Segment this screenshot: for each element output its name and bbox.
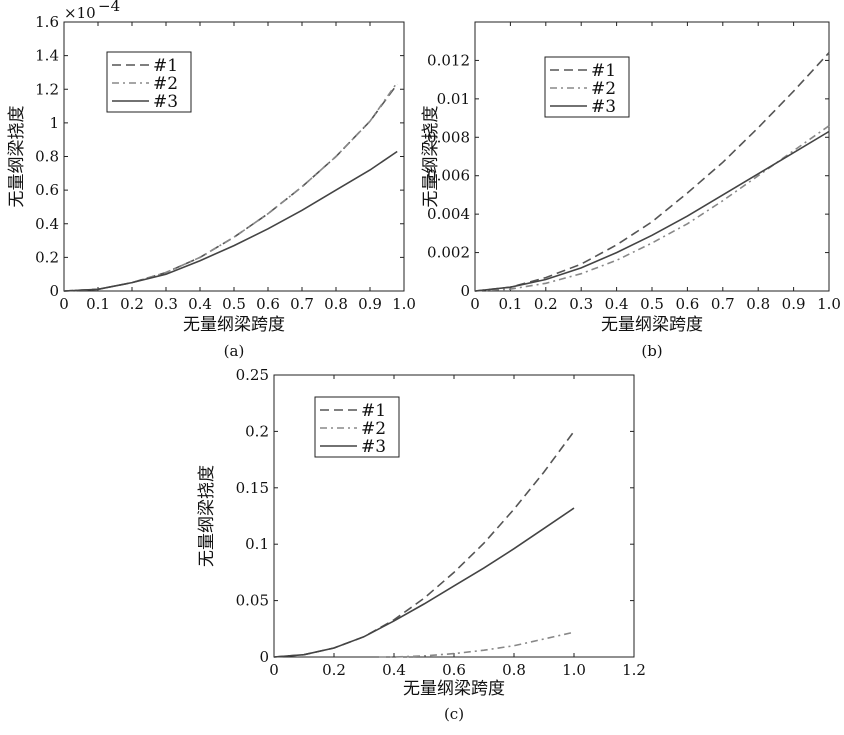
panel-caption: (c) [444,705,464,723]
y-tick-label: 0.004 [427,205,470,223]
x-tick-label: 0.6 [675,295,699,313]
x-tick-label: 0.1 [498,295,522,313]
y-tick-label: 0.008 [427,128,470,146]
series-line-n3 [273,507,575,658]
y-tick-label: 0.4 [35,215,59,233]
x-tick-label: 0.2 [120,295,144,313]
x-tick-label: 0.5 [222,295,246,313]
x-tick-label: 0.3 [569,295,593,313]
x-tick-label: 0.2 [322,661,346,679]
x-tick-label: 0.2 [534,295,558,313]
x-tick-label: 0.6 [442,661,466,679]
y-tick-label: 0.2 [245,422,269,440]
x-tick-label: 0 [470,295,480,313]
legend-label-n2: #2 [361,419,386,439]
series-line-n1 [63,83,398,292]
x-tick-label: 0.4 [382,661,406,679]
x-tick-label: 1.0 [392,295,416,313]
x-tick-label: 0.6 [256,295,280,313]
y-tick-label: 1.4 [35,47,59,65]
y-tick-label: 1.6 [35,13,59,31]
y-tick-label: 0 [49,282,59,300]
legend-label-n3: #3 [591,97,616,117]
x-tick-label: 1.2 [622,661,646,679]
x-axis-title: 无量纲梁跨度 [403,679,505,699]
legend-label-n3: #3 [361,437,386,457]
x-tick-label: 0.9 [358,295,382,313]
chart-panel-c: 0 0.2 0.4 0.6 0.8 1.0 1.2 0 0.05 0.1 0.15 0.2 0.25 无量… [197,366,646,723]
x-tick-label: 0.4 [188,295,212,313]
chart-panel-b: 0 0.1 0.2 0.3 0.4 0.5 0.6 0.7 0.8 0.9 1.0 0 0.002 0.0… [421,21,841,360]
x-tick-label: 0.9 [782,295,806,313]
series-line-n3 [474,130,830,292]
x-tick-label: 0 [269,661,279,679]
x-axis-title: 无量纲梁跨度 [183,315,285,335]
x-tick-label: 0.3 [154,295,178,313]
legend-label-n1: #1 [591,61,616,81]
series-line-n2 [63,82,398,292]
panel-caption: (a) [224,342,245,360]
x-tick-label: 0.4 [605,295,629,313]
y-axis-title: 无量纲梁挠度 [197,465,217,567]
y-tick-label: 0 [259,648,269,666]
series-line-n2 [379,631,575,658]
y-tick-label: 1 [49,114,59,132]
legend-label-n3: #3 [153,92,178,112]
x-axis-title: 无量纲梁跨度 [601,315,703,335]
y-tick-label: 0.25 [236,366,269,384]
series-line-n2 [474,125,830,292]
panel-caption: (b) [641,342,662,360]
x-tick-label: 0 [59,295,69,313]
x-tick-label: 1.0 [562,661,586,679]
y-tick-label: 0.15 [236,479,269,497]
y-tick-label: 0 [460,282,470,300]
y-tick-label: 0.002 [427,244,470,262]
x-tick-label: 0.8 [746,295,770,313]
y-multiplier: ×10 [64,4,96,22]
plot-frame [474,21,830,292]
series-line-n1 [474,52,830,292]
y-tick-label: 0.006 [427,167,470,185]
y-tick-label: 0.01 [437,90,470,108]
legend-label-n2: #2 [153,74,178,94]
y-tick-label: 0.05 [236,592,269,610]
series-line-n1 [273,430,575,658]
legend-label-n1: #1 [361,401,386,421]
legend-box [544,56,630,118]
legend-label-n1: #1 [153,56,178,76]
legend-label-n2: #2 [591,79,616,99]
y-axis-title: 无量纲梁挠度 [421,106,441,208]
x-tick-label: 0.8 [324,295,348,313]
x-tick-label: 0.7 [290,295,314,313]
y-tick-label: 0.1 [245,535,269,553]
y-tick-label: 0.6 [35,181,59,199]
x-tick-label: 0.1 [86,295,110,313]
y-axis-title: 无量纲梁挠度 [7,106,27,208]
y-multiplier-exponent: −4 [98,0,120,15]
legend-box [106,51,192,113]
x-tick-label: 0.5 [640,295,664,313]
x-tick-label: 1.0 [817,295,841,313]
y-tick-label: 0.2 [35,248,59,266]
series-line-n3 [63,150,398,292]
chart-panel-a: 0 0.1 0.2 0.3 0.4 0.5 0.6 0.7 0.8 0.9 1.0 0 0.2 0.4 0.… [7,0,416,360]
x-tick-label: 0.7 [711,295,735,313]
y-tick-label: 0.012 [427,51,470,69]
x-tick-label: 0.8 [502,661,526,679]
legend-box [314,396,400,458]
y-tick-label: 0.8 [35,148,59,166]
y-tick-label: 1.2 [35,80,59,98]
